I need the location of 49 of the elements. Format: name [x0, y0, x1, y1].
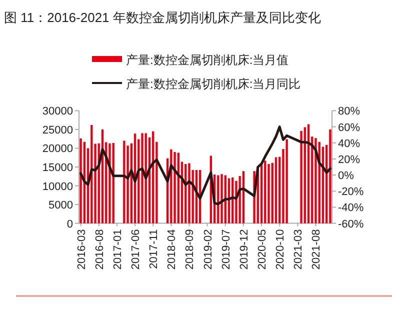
chart-title: 图 11：2016-2021 年数控金属切削机床产量及同比变化 [4, 10, 321, 25]
bar [141, 133, 144, 224]
y-tick-label: 20000 [42, 143, 73, 156]
x-tick-label: 2017-11 [148, 229, 160, 269]
y2-tick-label: 40% [338, 138, 360, 150]
bar [268, 164, 270, 224]
bar [264, 160, 266, 224]
bar [274, 157, 278, 224]
y2-tick-label: -40% [338, 202, 364, 214]
bar [220, 174, 223, 224]
x-tick-label: 2018-04 [166, 229, 178, 270]
x-tick-label: 2019-07 [220, 229, 232, 270]
x-tick-label: 2016-08 [94, 229, 106, 270]
bar [80, 138, 82, 224]
y2-tick-label: 0% [338, 170, 354, 182]
y-tick-label: 25000 [42, 124, 73, 136]
bar [314, 138, 317, 224]
x-tick-label: 2018-09 [184, 229, 196, 270]
y-tick-label: 0 [66, 218, 73, 230]
y-tick-label: 15000 [42, 162, 73, 174]
legend-label: 产量:数控金属切削机床:当月值 [126, 53, 289, 67]
x-tick-label: 2019-02 [202, 229, 214, 270]
y-tick-label: 5000 [48, 200, 73, 212]
x-tick-label: 2019-12 [238, 229, 250, 270]
y-tick-label: 10000 [42, 180, 73, 193]
bar [329, 129, 332, 224]
bar [108, 143, 111, 224]
x-tick-label: 2017-06 [130, 229, 142, 270]
bar [300, 130, 302, 224]
bar [286, 139, 288, 224]
bar [123, 140, 126, 224]
y-tick-label: 30000 [42, 106, 73, 118]
bar [260, 164, 263, 224]
bar [307, 124, 310, 224]
legend-label: 产量:数控金属切削机床:当月同比 [126, 77, 301, 91]
x-tick-label: 2020-10 [274, 229, 287, 270]
bar [304, 127, 306, 224]
y2-tick-label: 20% [338, 154, 360, 166]
x-tick-label: 2016-03 [76, 229, 88, 270]
y2-tick-label: -20% [338, 186, 364, 198]
x-tick-label: 2020-05 [256, 229, 269, 270]
y2-tick-label: 60% [338, 122, 360, 134]
bar [188, 163, 190, 224]
x-tick-label: 2017-01 [112, 229, 124, 270]
y2-tick-label: -60% [338, 218, 364, 230]
x-tick-label: 2021-08 [310, 229, 323, 270]
y2-tick-label: 80% [338, 106, 360, 118]
bar [174, 152, 176, 224]
x-tick-label: 2021-03 [292, 229, 305, 270]
